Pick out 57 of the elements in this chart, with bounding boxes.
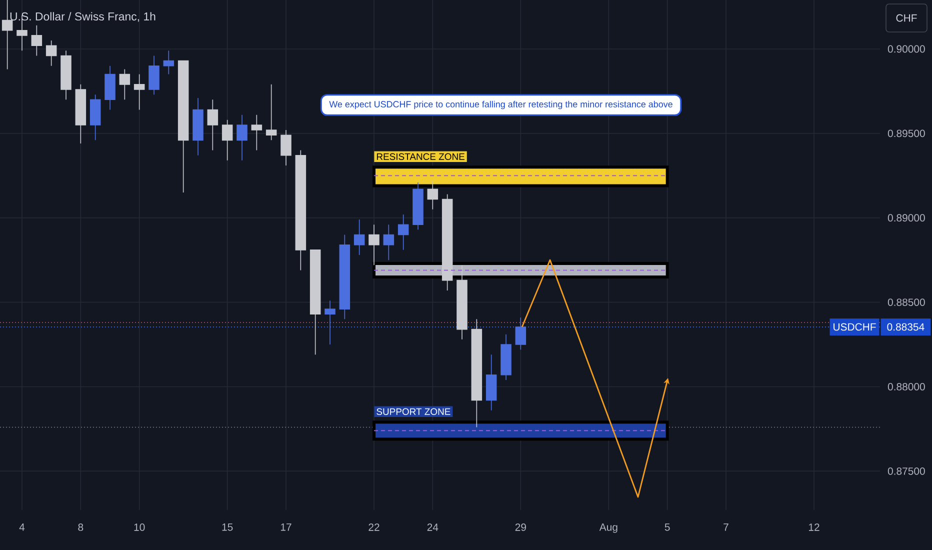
x-tick-label: 4 xyxy=(19,524,25,531)
x-tick-label: 29 xyxy=(515,524,526,531)
x-tick-label: Aug xyxy=(599,524,618,533)
candlestick xyxy=(339,234,350,320)
ref-line-label: USDCHF xyxy=(834,323,876,331)
candlestick xyxy=(295,150,306,271)
candlestick xyxy=(251,114,262,151)
y-tick-label: 0.88354 xyxy=(887,323,924,331)
candlestick xyxy=(383,224,394,260)
candlestick xyxy=(104,65,116,110)
candlestick xyxy=(515,317,526,350)
y-tick-label: 0.89500 xyxy=(888,130,925,138)
y-axis-title: CHF xyxy=(896,14,917,22)
candlestick xyxy=(222,120,233,161)
candlestick xyxy=(60,50,72,100)
candlestick xyxy=(46,40,57,66)
candlestick xyxy=(500,334,512,380)
candlestick xyxy=(310,250,321,356)
candlestick xyxy=(486,354,497,411)
y-tick-label: 0.87500 xyxy=(888,467,925,475)
x-tick-label: 17 xyxy=(280,524,292,531)
candlestick xyxy=(178,60,189,193)
y-tick-label: 0.88000 xyxy=(888,383,925,390)
x-tick-label: 22 xyxy=(368,524,380,531)
annotation: We expect USDCHF price to continue falling after retesting the minor resistance above xyxy=(329,100,672,110)
x-tick-label: 12 xyxy=(808,524,820,531)
x-tick-label: 8 xyxy=(78,524,84,531)
candlestick xyxy=(90,94,101,141)
x-tick-label: 15 xyxy=(222,524,233,531)
text: U.S. Dollar / Swiss Franc, 1h xyxy=(10,12,156,22)
candlestick xyxy=(471,318,482,428)
x-tick-label: 7 xyxy=(724,524,728,531)
candlestick xyxy=(368,224,380,266)
candlestick xyxy=(442,194,453,291)
candlestick xyxy=(119,68,130,100)
x-tick-label: 10 xyxy=(134,524,145,531)
candlestick xyxy=(236,114,248,161)
candlestick xyxy=(398,214,409,250)
x-tick-label: 24 xyxy=(427,524,438,531)
candlestick xyxy=(456,264,468,340)
x-tick-label: 5 xyxy=(664,524,670,531)
y-tick-label: 0.89000 xyxy=(888,214,925,222)
candlestick xyxy=(427,180,438,210)
y-tick-label: 0.88500 xyxy=(888,298,925,306)
candlestick xyxy=(280,130,292,166)
band-label: SUPPORT ZONE xyxy=(376,408,450,415)
candlestick xyxy=(207,99,218,151)
y-tick-label: 0.90000 xyxy=(888,45,925,53)
candlestick xyxy=(75,84,86,144)
candlestick xyxy=(148,55,160,95)
candlestick xyxy=(412,182,424,230)
candlestick xyxy=(354,219,365,256)
band-label: RESISTANCE ZONE xyxy=(376,153,464,160)
candlestick xyxy=(163,50,174,75)
candlestick xyxy=(324,300,336,345)
candlestick xyxy=(192,98,204,156)
candlestick xyxy=(31,24,42,56)
